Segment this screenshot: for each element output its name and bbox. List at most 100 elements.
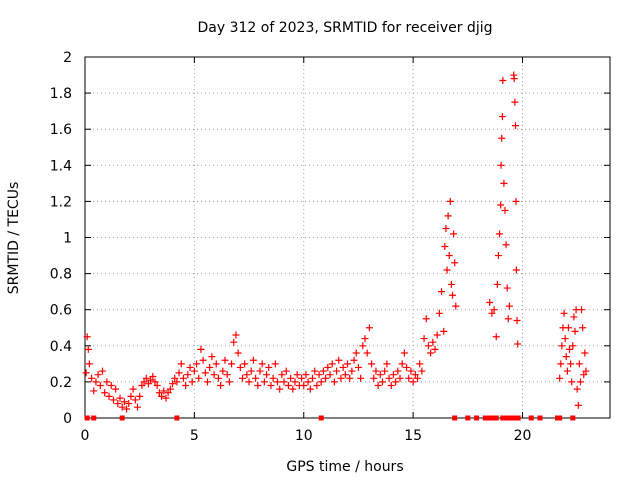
data-point <box>125 400 133 408</box>
data-point <box>438 288 446 296</box>
grid <box>85 57 610 418</box>
data-point <box>510 75 518 83</box>
zero-point <box>84 415 90 421</box>
data-point <box>503 284 511 292</box>
data-point <box>101 389 109 397</box>
data-point <box>443 266 451 274</box>
data-point <box>344 360 351 368</box>
data-point <box>435 309 443 317</box>
data-point <box>241 360 249 368</box>
data-point <box>416 360 424 368</box>
data-point <box>394 367 402 375</box>
data-point <box>324 363 332 371</box>
data-point <box>581 349 589 357</box>
x-tick-label: 15 <box>404 428 422 444</box>
data-point <box>127 392 135 400</box>
data-point <box>449 291 456 299</box>
data-point <box>114 400 122 408</box>
data-point <box>357 374 365 382</box>
data-point <box>274 378 281 386</box>
data-point <box>160 387 168 395</box>
y-tick-label: 0 <box>63 411 72 427</box>
data-point <box>420 335 428 343</box>
zero-point <box>119 415 125 421</box>
y-tick-label: 1.2 <box>50 194 72 210</box>
data-point <box>260 378 268 386</box>
y-tick-label: 1.8 <box>50 86 72 102</box>
data-point <box>269 374 277 382</box>
data-point <box>493 280 501 288</box>
data-point <box>234 349 242 357</box>
data-point <box>276 385 284 393</box>
data-point <box>210 371 218 379</box>
zero-point <box>528 415 534 421</box>
zero-point <box>452 415 458 421</box>
data-point <box>450 230 458 238</box>
data-point <box>403 363 411 371</box>
data-point <box>574 401 582 409</box>
data-point <box>407 367 415 375</box>
data-point <box>155 389 163 397</box>
data-point <box>497 161 505 169</box>
data-point <box>571 327 579 335</box>
zero-point <box>500 415 506 421</box>
data-point <box>501 206 509 214</box>
data-point <box>433 331 441 339</box>
data-point <box>284 382 292 390</box>
data-point <box>494 252 502 260</box>
data-point <box>151 378 159 386</box>
data-point <box>560 309 568 317</box>
y-tick-label: 0.4 <box>50 339 72 355</box>
data-point <box>500 179 508 187</box>
data-point <box>190 367 198 375</box>
x-tick-label: 20 <box>514 428 532 444</box>
data-point <box>162 394 170 402</box>
data-point <box>573 385 581 393</box>
y-tick-label: 0.8 <box>50 267 72 283</box>
y-axis-label: SRMTID / TECUs <box>6 182 22 295</box>
data-point <box>105 392 113 400</box>
y-tick-label: 1.4 <box>50 158 72 174</box>
data-point <box>411 371 419 379</box>
data-point <box>164 389 172 397</box>
data-point <box>359 342 367 350</box>
data-point <box>512 266 520 274</box>
data-point <box>112 385 120 393</box>
data-point <box>236 363 244 371</box>
data-point <box>556 374 564 382</box>
y-tick-label: 2 <box>63 50 72 66</box>
data-point <box>376 371 384 379</box>
data-point <box>405 374 413 382</box>
data-point <box>267 382 275 390</box>
data-point <box>109 396 117 404</box>
data-point <box>256 367 264 375</box>
zero-point <box>570 415 576 421</box>
data-point <box>84 345 92 353</box>
data-point <box>195 374 203 382</box>
data-point <box>441 243 449 251</box>
data-point <box>287 374 295 382</box>
data-point <box>330 378 338 386</box>
data-point <box>579 324 587 332</box>
data-point <box>197 345 205 353</box>
data-point <box>319 367 327 375</box>
data-point <box>488 309 496 317</box>
data-point <box>300 382 308 390</box>
data-point <box>400 349 408 357</box>
data-point <box>490 306 498 314</box>
data-point <box>498 134 506 142</box>
data-point <box>492 333 500 341</box>
data-point <box>223 371 231 379</box>
data-point <box>313 382 321 390</box>
data-point <box>379 378 386 386</box>
data-point <box>217 382 225 390</box>
zero-point <box>537 415 543 421</box>
data-point <box>427 349 435 357</box>
data-point <box>363 349 371 357</box>
data-point <box>184 371 192 379</box>
data-point <box>144 380 152 388</box>
data-point <box>99 367 106 375</box>
y-tick-label: 0.2 <box>50 375 72 391</box>
data-point <box>82 369 90 377</box>
